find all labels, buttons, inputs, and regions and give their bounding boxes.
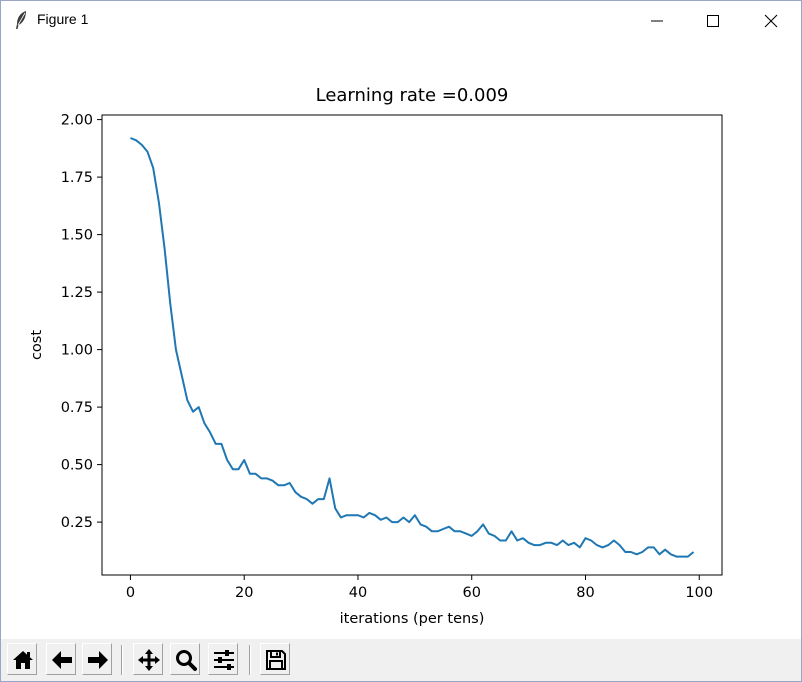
x-tick-label: 60 bbox=[462, 585, 480, 601]
x-tick-label: 0 bbox=[126, 585, 135, 601]
close-button[interactable] bbox=[743, 1, 799, 39]
home-icon bbox=[13, 651, 33, 669]
x-tick-label: 80 bbox=[576, 585, 594, 601]
move-icon bbox=[138, 649, 160, 671]
floppy-disk-icon bbox=[266, 650, 286, 670]
y-tick-label: 0.50 bbox=[61, 458, 93, 474]
minimize-button[interactable] bbox=[629, 1, 685, 39]
x-tick-label: 20 bbox=[235, 585, 253, 601]
magnifier-icon bbox=[176, 650, 197, 671]
y-tick-label: 0.25 bbox=[61, 515, 93, 531]
y-tick-label: 1.75 bbox=[61, 170, 93, 186]
chart-title: Learning rate =0.009 bbox=[316, 85, 509, 106]
home-button[interactable] bbox=[7, 643, 37, 675]
save-button[interactable] bbox=[260, 643, 290, 675]
y-tick-label: 1.00 bbox=[61, 343, 93, 359]
feather-icon bbox=[13, 10, 29, 30]
arrow-right-icon bbox=[88, 651, 108, 669]
arrow-left-icon bbox=[52, 651, 72, 669]
x-tick-label: 100 bbox=[685, 585, 713, 601]
minimize-icon bbox=[651, 20, 663, 22]
x-axis-label: iterations (per tens) bbox=[340, 611, 485, 627]
x-axis: 0 20 40 60 80 100 bbox=[126, 575, 713, 601]
y-tick-label: 1.25 bbox=[61, 285, 93, 301]
pan-button[interactable] bbox=[133, 643, 163, 675]
y-axis: 0.25 0.50 0.75 1.00 1.25 1.50 1.75 2.00 bbox=[61, 113, 102, 531]
plot-canvas[interactable]: 0 20 40 60 80 100 0.25 0.50 0.75 1.00 1.25 1.50 1.7… bbox=[1, 39, 801, 639]
close-icon bbox=[764, 14, 778, 28]
back-button[interactable] bbox=[46, 643, 76, 675]
y-tick-label: 2.00 bbox=[61, 113, 93, 129]
y-tick-label: 0.75 bbox=[61, 400, 93, 416]
toolbar-separator bbox=[121, 645, 123, 675]
y-tick-label: 1.50 bbox=[61, 228, 93, 244]
forward-button[interactable] bbox=[82, 643, 112, 675]
maximize-button[interactable] bbox=[685, 1, 741, 39]
toolbar-separator bbox=[249, 645, 251, 675]
cost-series-line bbox=[130, 137, 695, 558]
axes-frame bbox=[101, 114, 723, 576]
zoom-button[interactable] bbox=[170, 643, 200, 675]
maximize-icon bbox=[707, 15, 719, 27]
title-bar[interactable]: Figure 1 bbox=[1, 1, 801, 39]
sliders-icon bbox=[214, 650, 234, 670]
x-tick-label: 40 bbox=[349, 585, 367, 601]
configure-subplots-button[interactable] bbox=[208, 643, 238, 675]
window-title: Figure 1 bbox=[37, 11, 89, 27]
y-axis-label: cost bbox=[29, 330, 45, 360]
navigation-toolbar bbox=[1, 639, 801, 681]
